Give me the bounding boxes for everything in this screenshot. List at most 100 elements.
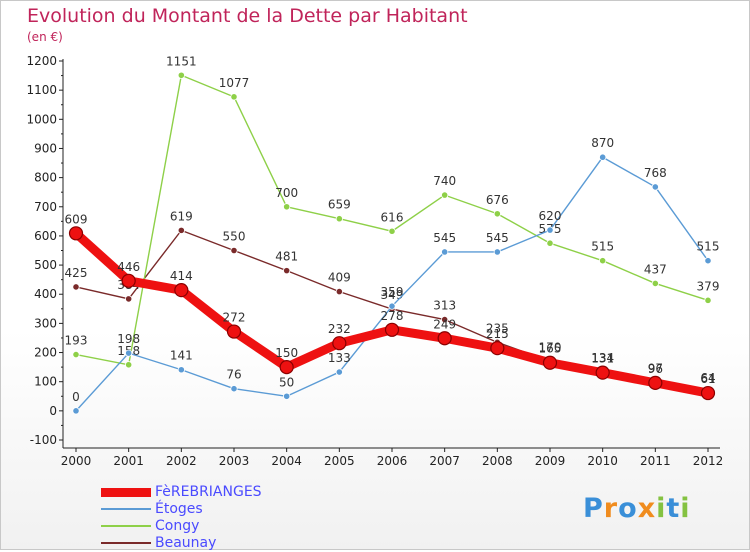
legend-swatch: [101, 542, 151, 544]
data-label-e-toges: 76: [226, 368, 241, 382]
data-label-beaunay: 64: [700, 371, 715, 385]
legend-swatch: [101, 487, 151, 497]
data-point-fe-rebrianges: [700, 385, 716, 401]
logo-letter: i: [656, 493, 667, 524]
logo-letter: i: [680, 493, 691, 524]
data-label-fe-rebrianges: 96: [648, 362, 663, 376]
data-point-beaunay: [177, 226, 185, 234]
data-label-beaunay: 349: [381, 288, 404, 302]
data-label-e-toges: 768: [644, 166, 667, 180]
data-label-beaunay: 425: [65, 266, 88, 280]
x-tick-label: 2002: [166, 454, 197, 468]
legend-label: Beaunay: [155, 535, 217, 551]
data-label-e-toges: 0: [72, 390, 80, 404]
logo-letter: r: [603, 493, 619, 524]
y-tick-label: 700: [34, 200, 57, 214]
data-label-fe-rebrianges: 609: [65, 212, 88, 226]
data-point-e-toges: [493, 248, 501, 256]
data-label-congy: 616: [381, 210, 404, 224]
data-label-fe-rebrianges: 446: [117, 260, 140, 274]
data-point-beaunay: [230, 246, 238, 255]
x-tick-label: 2008: [482, 454, 513, 468]
data-point-congy: [493, 210, 501, 218]
data-label-beaunay: 235: [486, 321, 509, 335]
data-point-fe-rebrianges: [542, 355, 558, 370]
data-point-fe-rebrianges: [384, 322, 400, 337]
y-tick-label: 1100: [26, 83, 57, 97]
data-point-fe-rebrianges: [279, 360, 294, 375]
data-label-beaunay: 97: [648, 362, 663, 376]
data-point-congy: [177, 71, 185, 79]
data-label-congy: 1151: [166, 54, 197, 68]
proxiti-logo: Proxiti: [583, 493, 691, 524]
logo-letter: x: [637, 493, 657, 524]
data-point-fe-rebrianges: [121, 273, 136, 288]
data-label-fe-rebrianges: 131: [591, 352, 614, 366]
x-tick-label: 2011: [640, 454, 671, 468]
data-point-e-toges: [388, 302, 396, 310]
data-point-fe-rebrianges: [648, 375, 663, 390]
data-label-congy: 379: [697, 279, 720, 293]
data-point-e-toges: [651, 183, 659, 191]
data-label-e-toges: 141: [170, 349, 193, 363]
data-label-e-toges: 515: [697, 240, 720, 254]
x-tick-label: 2006: [377, 454, 408, 468]
y-tick-label: 600: [34, 229, 57, 243]
logo-letter: t: [666, 493, 681, 524]
data-label-beaunay: 134: [591, 351, 614, 365]
data-point-e-toges: [125, 349, 133, 357]
legend-label: Congy: [155, 518, 200, 534]
data-point-fe-rebrianges: [174, 283, 189, 298]
data-label-e-toges: 359: [381, 285, 404, 299]
y-tick-label: 800: [34, 171, 57, 185]
data-label-beaunay: 170: [539, 340, 562, 354]
data-point-fe-rebrianges: [437, 331, 452, 346]
data-label-fe-rebrianges: 150: [275, 346, 298, 360]
data-point-e-toges: [283, 392, 291, 400]
data-point-fe-rebrianges: [332, 336, 347, 351]
data-label-e-toges: 133: [328, 351, 351, 365]
data-point-beaunay: [125, 295, 133, 303]
data-label-fe-rebrianges: 165: [539, 342, 562, 356]
data-point-e-toges: [230, 385, 238, 393]
y-tick-label: -100: [30, 433, 57, 447]
data-label-e-toges: 198: [117, 332, 140, 346]
chart-unit-label: (en €): [27, 30, 63, 44]
y-tick-label: 400: [34, 287, 57, 301]
x-tick-label: 2010: [587, 454, 618, 468]
x-tick-label: 2007: [429, 454, 460, 468]
data-point-fe-rebrianges: [490, 341, 505, 356]
data-point-e-toges: [546, 226, 554, 234]
data-point-e-toges: [704, 257, 712, 265]
data-point-congy: [651, 279, 659, 288]
legend-swatch: [101, 525, 151, 527]
logo-letter: P: [583, 493, 604, 524]
data-label-congy: 515: [591, 240, 614, 254]
x-tick-label: 2005: [324, 454, 355, 468]
y-tick-label: 0: [49, 404, 57, 418]
data-label-e-toges: 620: [539, 209, 562, 223]
data-label-beaunay: 313: [433, 299, 456, 313]
legend-label: FèREBRIANGES: [155, 484, 262, 500]
x-tick-label: 2009: [535, 454, 566, 468]
data-point-e-toges: [72, 407, 80, 415]
x-tick-label: 2000: [61, 454, 92, 468]
x-tick-label: 2012: [693, 454, 724, 468]
data-label-congy: 193: [65, 334, 88, 348]
data-label-congy: 676: [486, 193, 509, 207]
data-point-fe-rebrianges: [226, 324, 242, 339]
chart-title: Evolution du Montant de la Dette par Hab…: [27, 5, 468, 27]
y-tick-label: 300: [34, 316, 57, 330]
data-point-congy: [441, 191, 449, 199]
data-point-fe-rebrianges: [595, 365, 610, 380]
y-tick-label: 100: [34, 375, 57, 389]
legend-item: Beaunay: [101, 535, 321, 552]
data-point-congy: [335, 215, 343, 223]
data-label-congy: 659: [328, 198, 351, 212]
data-label-congy: 437: [644, 262, 667, 276]
data-point-e-toges: [335, 368, 343, 376]
data-point-e-toges: [441, 248, 449, 256]
legend-item: Étoges: [101, 501, 321, 518]
